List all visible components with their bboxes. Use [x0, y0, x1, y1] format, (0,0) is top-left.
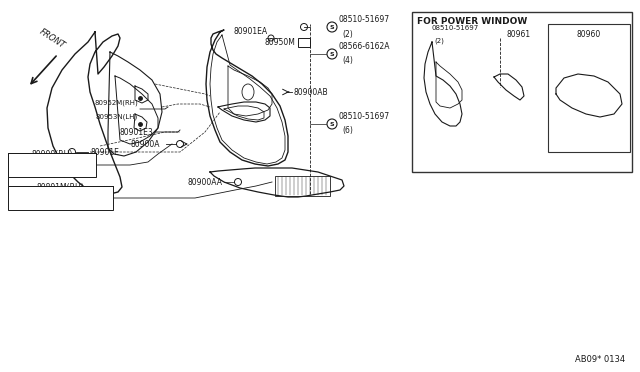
Text: 80900A: 80900A [131, 140, 160, 148]
Text: (6): (6) [342, 126, 353, 135]
Text: S: S [330, 25, 334, 29]
Text: FRONT: FRONT [38, 27, 67, 50]
Text: (2): (2) [434, 37, 444, 44]
Text: 80801N(LH): 80801N(LH) [37, 200, 83, 209]
Text: 80952M(RH): 80952M(RH) [94, 99, 138, 106]
Bar [298, 38, 310, 47]
Text: (4): (4) [342, 56, 353, 65]
Text: 80900AB: 80900AB [294, 87, 328, 96]
Text: FOR POWER WINDOW: FOR POWER WINDOW [417, 17, 527, 26]
Text: 08510-51697: 08510-51697 [432, 25, 479, 31]
Text: 80900AA: 80900AA [187, 177, 222, 186]
Text: S: S [330, 51, 334, 57]
Text: 08510-51697: 08510-51697 [339, 15, 390, 24]
Bar [412, 12, 632, 172]
Text: 80801M(RH): 80801M(RH) [36, 183, 84, 192]
Bar [8, 186, 113, 210]
Text: 80901E3: 80901E3 [119, 128, 153, 137]
Text: AB09* 0134: AB09* 0134 [575, 355, 625, 364]
Text: 80901E: 80901E [90, 148, 119, 157]
Text: 80901(LH): 80901(LH) [32, 166, 72, 175]
Text: 80900(RH): 80900(RH) [31, 150, 73, 159]
Text: 80960: 80960 [577, 29, 601, 38]
Text: S: S [330, 122, 334, 126]
Text: S: S [422, 32, 428, 36]
Text: (2): (2) [342, 30, 353, 39]
Text: 80950M: 80950M [264, 38, 295, 46]
Bar [548, 24, 630, 152]
Text: 08510-51697: 08510-51697 [339, 112, 390, 121]
Text: 80901EA: 80901EA [234, 27, 268, 36]
Text: 08566-6162A: 08566-6162A [339, 42, 390, 51]
Text: 80953N(LH): 80953N(LH) [96, 113, 138, 119]
Text: 80961: 80961 [507, 29, 531, 38]
Bar [8, 153, 96, 177]
Bar [275, 176, 330, 196]
